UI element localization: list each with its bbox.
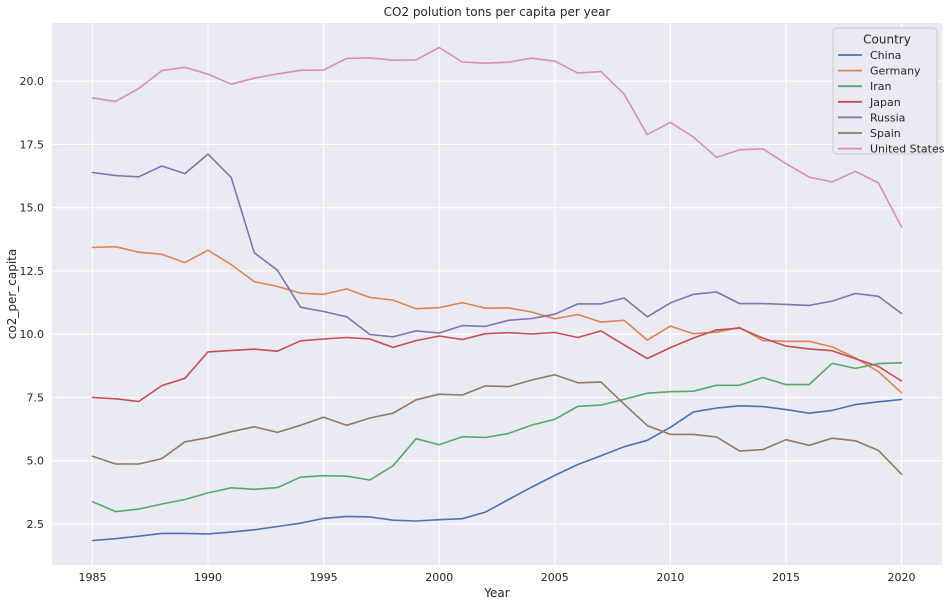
y-tick-label: 15.0 bbox=[20, 202, 45, 215]
y-tick-label: 5.0 bbox=[27, 455, 45, 468]
series-line-united-states bbox=[91, 46, 903, 228]
legend-entry-china: China bbox=[838, 49, 901, 62]
series-line-japan bbox=[91, 327, 903, 403]
x-axis-title: Year bbox=[483, 586, 509, 600]
x-tick-label: 2015 bbox=[772, 571, 800, 584]
legend-entry-germany: Germany bbox=[838, 65, 921, 78]
legend-label: Russia bbox=[870, 111, 905, 124]
y-tick-label: 7.5 bbox=[27, 391, 45, 404]
series-line-iran bbox=[91, 361, 903, 513]
gridlines bbox=[52, 23, 942, 565]
y-tick-label: 2.5 bbox=[27, 518, 45, 531]
y-tick-label: 20.0 bbox=[20, 75, 45, 88]
series-line-russia bbox=[91, 153, 903, 338]
legend-entry-russia: Russia bbox=[838, 111, 905, 124]
legend-label: Spain bbox=[870, 127, 901, 140]
x-axis-ticks: 1985 1990 1995 2000 2005 2010 2015 2020 bbox=[78, 571, 915, 584]
series-line-china bbox=[91, 398, 903, 542]
legend-entry-iran: Iran bbox=[838, 80, 892, 93]
x-tick-label: 2005 bbox=[541, 571, 569, 584]
legend-label: China bbox=[870, 49, 901, 62]
series-line-germany bbox=[91, 245, 903, 394]
x-tick-label: 2000 bbox=[425, 571, 453, 584]
legend-entry-spain: Spain bbox=[838, 127, 901, 140]
legend-box bbox=[832, 27, 938, 155]
legend-label: United States bbox=[870, 143, 945, 156]
legend-label: Germany bbox=[870, 65, 921, 78]
x-tick-label: 2020 bbox=[888, 571, 916, 584]
legend-entries: China Germany Iran Japan Russia Spain United S… bbox=[838, 49, 945, 156]
y-axis-ticks: 2.5 5.0 7.5 10.0 12.5 15.0 17.5 20.0 bbox=[20, 75, 45, 531]
legend-label: Iran bbox=[870, 80, 892, 93]
legend-entry-japan: Japan bbox=[838, 96, 901, 109]
x-tick-label: 2010 bbox=[656, 571, 684, 584]
legend-label: Japan bbox=[869, 96, 901, 109]
series-line-spain bbox=[91, 373, 903, 476]
x-tick-label: 1995 bbox=[310, 571, 338, 584]
series-lines bbox=[91, 46, 903, 542]
y-axis-title: co2_per_capita bbox=[5, 249, 19, 339]
y-tick-label: 17.5 bbox=[20, 138, 45, 151]
x-tick-label: 1985 bbox=[78, 571, 106, 584]
x-tick-label: 1990 bbox=[194, 571, 222, 584]
legend: Country China Germany Iran Japan Russia Spain… bbox=[832, 27, 945, 156]
legend-entry-united-states: United States bbox=[838, 143, 945, 156]
y-tick-label: 10.0 bbox=[20, 328, 45, 341]
plot-background bbox=[52, 23, 942, 565]
y-tick-label: 12.5 bbox=[20, 265, 45, 278]
legend-title: Country bbox=[863, 33, 911, 47]
chart-title: CO2 polution tons per capita per year bbox=[384, 5, 611, 19]
